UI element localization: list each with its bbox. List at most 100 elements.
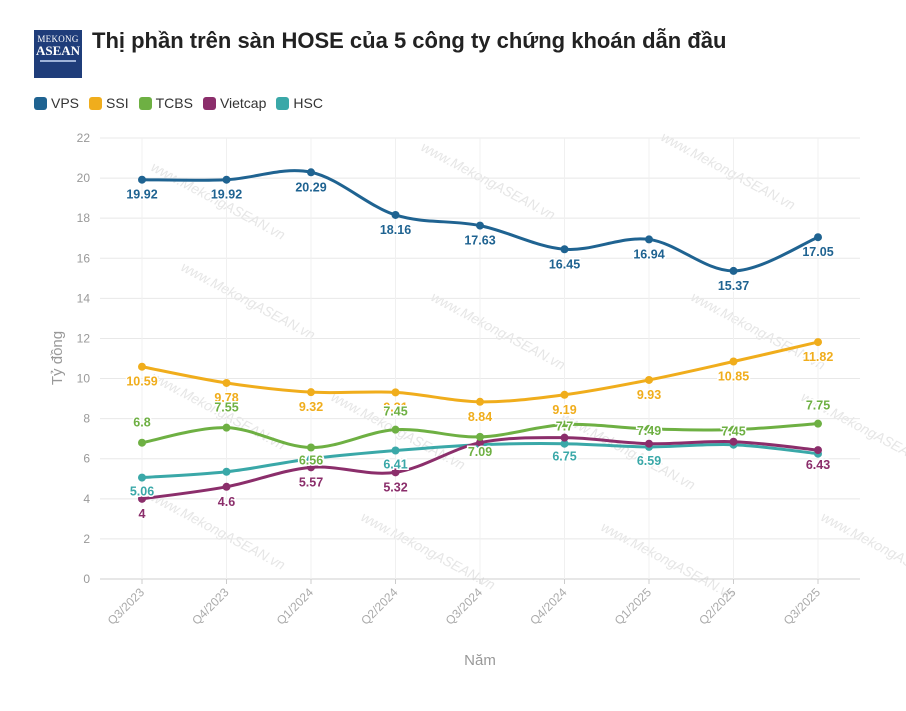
x-tick-label: Q3/2023 (105, 585, 148, 628)
data-point-hsc (138, 473, 146, 482)
data-point-tcbs (560, 420, 569, 429)
data-point-vietcap (560, 433, 569, 442)
data-point-vietcap (476, 438, 484, 447)
y-tick-label: 18 (77, 211, 91, 225)
data-point-vps (138, 175, 146, 184)
data-label-vietcap: 6.43 (806, 458, 830, 472)
data-label-hsc: 6.75 (552, 450, 576, 464)
data-point-tcbs (307, 443, 315, 452)
y-tick-label: 12 (77, 331, 91, 345)
y-axis-title: Tỷ đồng (49, 331, 66, 385)
data-point-hsc (222, 467, 231, 476)
legend-label: VPS (51, 95, 80, 111)
chart-legend: VPS SSI TCBS Vietcap HSC (34, 95, 323, 111)
y-tick-label: 6 (83, 452, 90, 466)
watermark-text: www.MekongASEAN.vn (599, 519, 739, 603)
legend-label: Vietcap (219, 95, 267, 111)
legend-item-tcbs[interactable]: TCBS (138, 95, 193, 111)
data-label-hsc: 6.41 (383, 458, 407, 472)
data-label-vps: 16.94 (633, 247, 664, 261)
x-tick-label: Q4/2024 (527, 585, 570, 628)
data-point-vps (645, 235, 653, 244)
legend-label: TCBS (155, 95, 193, 111)
data-label-tcbs: 7.75 (806, 399, 830, 413)
data-point-ssi (645, 375, 653, 384)
y-tick-label: 22 (77, 131, 91, 145)
legend-item-ssi[interactable]: SSI (89, 95, 129, 111)
series-vps (138, 168, 822, 275)
data-label-hsc: 6.59 (637, 454, 661, 468)
data-label-vps: 15.37 (718, 279, 749, 293)
data-label-ssi: 9.32 (299, 400, 323, 414)
data-point-vps (391, 210, 400, 219)
x-axis-title: Năm (464, 652, 496, 669)
data-point-tcbs (814, 419, 822, 428)
data-point-ssi (138, 362, 146, 371)
x-tick-label: Q3/2024 (443, 585, 486, 628)
data-point-vietcap (138, 494, 146, 503)
legend-swatch (202, 96, 216, 110)
y-tick-label: 16 (77, 251, 91, 265)
y-tick-label: 2 (83, 532, 90, 546)
data-point-vietcap (391, 468, 400, 477)
legend-item-vps[interactable]: VPS (34, 95, 79, 111)
data-label-tcbs: 6.56 (299, 454, 323, 468)
data-label-ssi: 11.82 (803, 350, 834, 364)
x-tick-label: Q2/2024 (358, 585, 401, 628)
data-label-vps: 18.16 (380, 223, 411, 237)
legend-item-vietcap[interactable]: Vietcap (202, 95, 267, 111)
data-point-vps (307, 168, 315, 177)
data-point-vps (560, 245, 569, 254)
chart-title: Thị phần trên sàn HOSE của 5 công ty chứ… (92, 28, 727, 53)
series-tcbs (138, 419, 822, 452)
data-label-ssi: 9.78 (214, 391, 238, 405)
watermark-text: www.MekongASEAN.vn (419, 139, 559, 223)
y-tick-label: 14 (77, 291, 91, 305)
data-label-tcbs: 7.55 (214, 401, 238, 415)
data-point-ssi (476, 397, 484, 406)
data-point-vps (729, 266, 738, 275)
data-point-tcbs (645, 424, 653, 433)
data-label-ssi: 10.85 (718, 370, 749, 384)
y-tick-label: 20 (77, 171, 91, 185)
data-label-tcbs: 7.49 (637, 424, 661, 438)
watermark-text: www.MekongASEAN.vn (819, 509, 906, 593)
data-point-vps (476, 221, 484, 230)
data-point-hsc (391, 446, 400, 455)
y-tick-label: 10 (77, 372, 91, 386)
logo-text-bottom: ASEAN (35, 43, 81, 58)
data-point-ssi (391, 388, 400, 397)
data-point-ssi (814, 338, 822, 347)
x-tick-label: Q1/2025 (612, 585, 655, 628)
data-point-ssi (307, 388, 315, 397)
data-point-tcbs (138, 438, 146, 447)
data-label-tcbs: 7.45 (721, 425, 745, 439)
legend-swatch (276, 96, 290, 110)
watermark-text: www.MekongASEAN.vn (559, 409, 699, 493)
legend-label: SSI (106, 95, 129, 111)
data-label-tcbs: 7.45 (383, 405, 407, 419)
data-point-vps (814, 233, 822, 242)
data-label-vietcap: 5.32 (383, 480, 407, 494)
data-label-vps: 17.05 (802, 245, 833, 259)
legend-item-hsc[interactable]: HSC (276, 95, 323, 111)
data-label-ssi: 10.59 (126, 375, 157, 389)
data-label-vps: 19.92 (211, 188, 242, 202)
mekongasean-logo: MEKONG ASEAN (34, 30, 82, 78)
data-point-ssi (560, 390, 569, 399)
data-label-hsc: 5.06 (130, 485, 154, 499)
data-label-ssi: 8.84 (468, 410, 492, 424)
y-tick-label: 4 (83, 492, 90, 506)
legend-label: HSC (293, 95, 323, 111)
data-label-ssi: 9.93 (637, 388, 661, 402)
data-label-ssi: 9.19 (552, 403, 576, 417)
logo-underline (40, 60, 76, 62)
data-label-vietcap: 4.6 (218, 495, 235, 509)
series-ssi (138, 338, 822, 406)
data-point-vietcap (222, 482, 231, 491)
data-point-hsc (560, 439, 569, 448)
watermark-text: www.MekongASEAN.vn (359, 509, 499, 593)
data-point-tcbs (391, 425, 400, 434)
data-point-vietcap (814, 446, 822, 455)
